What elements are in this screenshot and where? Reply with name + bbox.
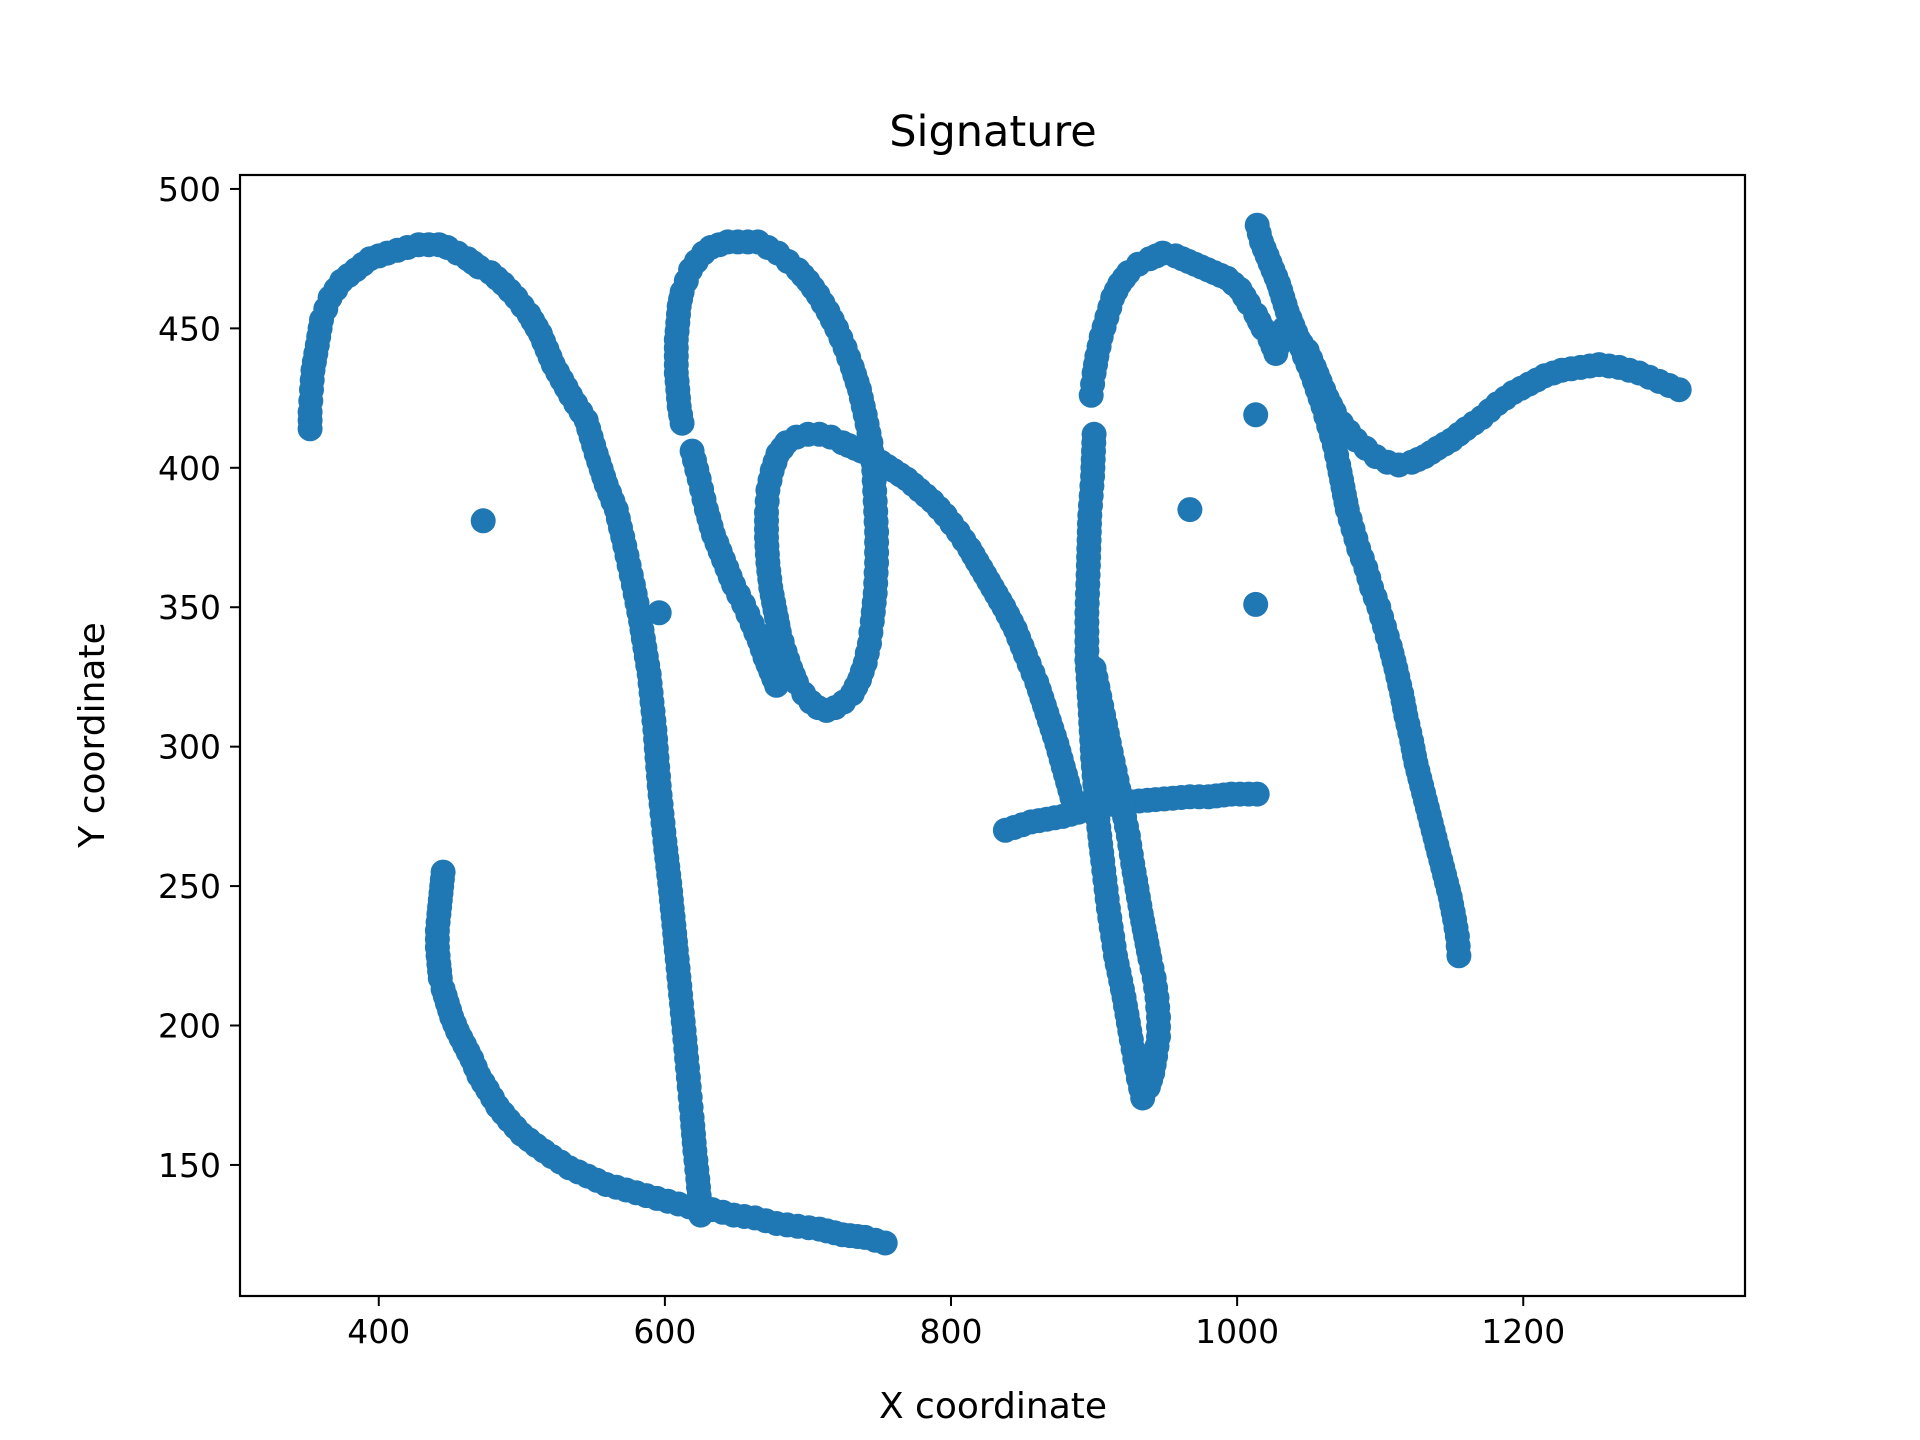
data-point [1666,377,1692,403]
y-tick-label: 500 [158,170,221,209]
x-tick-label: 400 [347,1312,410,1351]
plot-frame [238,173,1747,1298]
data-points [297,212,1692,1256]
y-tick-label: 200 [158,1007,221,1046]
y-tick-label: 300 [158,728,221,767]
data-point [646,600,672,626]
y-axis-label: Y coordinate [72,622,113,848]
x-tick-label: 1000 [1195,1312,1279,1351]
x-tick-label: 800 [920,1312,983,1351]
y-tick-label: 250 [158,867,221,906]
data-point [1244,781,1270,807]
chart-title: Signature [889,107,1096,157]
data-point [1081,656,1107,682]
data-point [1446,943,1472,969]
data-point [872,1230,898,1256]
data-point [1177,497,1203,523]
y-tick-label: 450 [158,309,221,348]
data-point [764,672,789,698]
y-tick-label: 400 [158,449,221,488]
data-point [1243,402,1269,428]
x-axis-ticks: 400 600 800 1000 1200 [347,1296,1565,1351]
y-tick-label: 150 [158,1146,221,1185]
x-tick-label: 1200 [1481,1312,1565,1351]
y-tick-label: 350 [158,588,221,627]
x-axis-label: X coordinate [879,1386,1107,1427]
data-point [470,508,496,534]
x-tick-label: 600 [633,1312,696,1351]
y-axis-ticks: 150 200 250 300 350 400 450 500 [158,170,240,1185]
data-point [1243,591,1269,617]
